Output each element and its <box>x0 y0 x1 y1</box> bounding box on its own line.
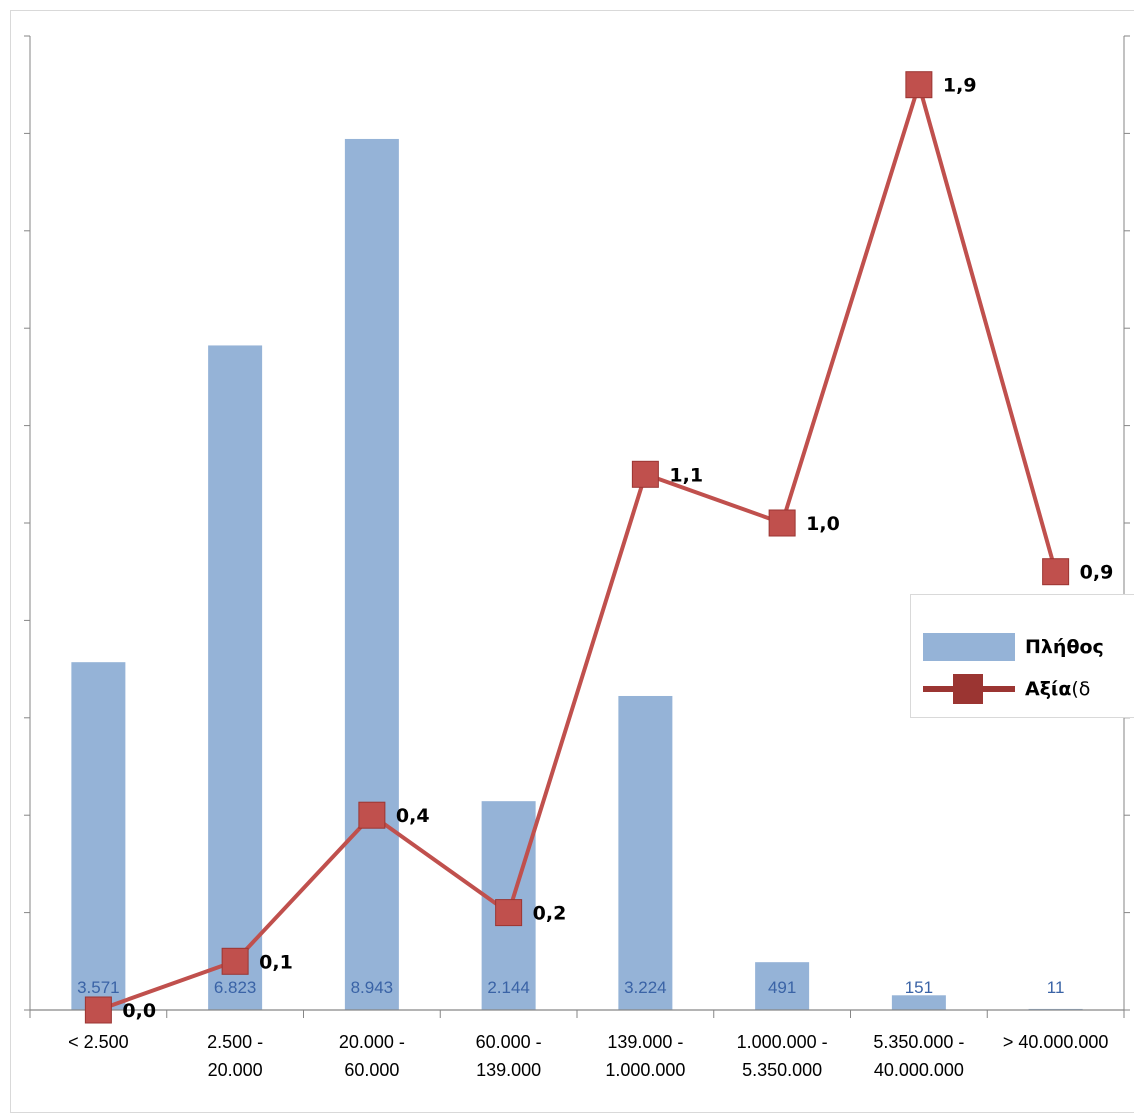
legend-line-swatch <box>923 673 1015 705</box>
bar-0 <box>71 662 126 1010</box>
legend-entry-line: Αξία (δ <box>923 673 1090 705</box>
bar-label-6: 151 <box>905 978 933 997</box>
legend-bar-label: Πλήθος <box>1025 636 1104 658</box>
legend-line-label-rest: (δ <box>1071 678 1091 700</box>
x-tick-label-4: 139.000 - <box>607 1032 683 1052</box>
bar-label-7: 11 <box>1047 978 1065 997</box>
bar-label-3: 2.144 <box>487 978 530 997</box>
bar-6 <box>891 995 946 1010</box>
bar-4 <box>618 695 673 1010</box>
chart-frame <box>10 10 1134 1113</box>
line-label-5: 1,0 <box>806 513 840 535</box>
line-marker-5 <box>768 509 796 537</box>
x-tick-label-6: 40.000.000 <box>874 1060 964 1080</box>
x-tick-label-1: 20.000 <box>208 1060 263 1080</box>
bar-label-0: 3.571 <box>77 978 120 997</box>
legend-entry-bar: Πλήθος <box>923 631 1104 663</box>
bar-5 <box>755 962 810 1010</box>
x-tick-label-5: 5.350.000 <box>742 1060 822 1080</box>
legend: Πλήθος Αξία (δ <box>910 594 1134 718</box>
line-marker-3 <box>495 899 523 927</box>
line-marker-6 <box>905 71 933 99</box>
line-label-0: 0,0 <box>122 1000 156 1022</box>
bar-2 <box>344 138 399 1011</box>
legend-line-label: Αξία <box>1025 678 1072 700</box>
x-tick-label-3: 60.000 - <box>476 1032 542 1052</box>
x-tick-label-4: 1.000.000 <box>605 1060 685 1080</box>
line-marker-2 <box>358 801 386 829</box>
bar-label-2: 8.943 <box>351 978 394 997</box>
line-label-3: 0,2 <box>533 903 567 925</box>
line-label-1: 0,1 <box>259 951 293 973</box>
x-tick-label-7: > 40.000.000 <box>1003 1032 1109 1052</box>
x-tick-label-0: < 2.500 <box>68 1032 129 1052</box>
line-label-6: 1,9 <box>943 75 977 97</box>
line-label-2: 0,4 <box>396 805 430 827</box>
bar-1 <box>208 345 263 1010</box>
x-tick-label-2: 20.000 - <box>339 1032 405 1052</box>
line-marker-1 <box>221 947 249 975</box>
legend-bar-swatch <box>923 631 1015 663</box>
x-tick-label-2: 60.000 <box>344 1060 399 1080</box>
line-series <box>97 82 1058 1012</box>
line-label-7: 0,9 <box>1080 562 1114 584</box>
x-tick-label-1: 2.500 - <box>207 1032 263 1052</box>
x-tick-label-5: 1.000.000 - <box>737 1032 828 1052</box>
bar-label-4: 3.224 <box>624 978 667 997</box>
line-label-4: 1,1 <box>669 464 703 486</box>
bar-label-1: 6.823 <box>214 978 257 997</box>
line-marker-7 <box>1042 558 1070 586</box>
bar-label-5: 491 <box>768 978 796 997</box>
x-tick-label-3: 139.000 <box>476 1060 541 1080</box>
x-tick-label-6: 5.350.000 - <box>873 1032 964 1052</box>
line-marker-0 <box>84 996 112 1024</box>
line-marker-4 <box>631 460 659 488</box>
